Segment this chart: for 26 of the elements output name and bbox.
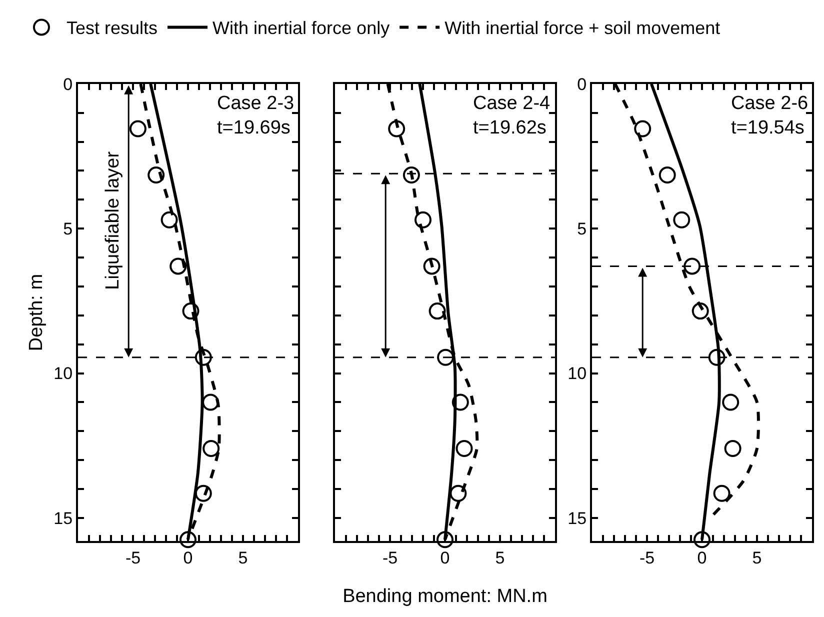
legend-label: With inertial force only: [212, 18, 390, 38]
y-tick-label: 5: [577, 220, 587, 239]
annotation: Case 2-6 t=19.54s: [731, 93, 808, 139]
y-tick-label: 15: [54, 508, 73, 528]
annotation: Liquefiable layer: [102, 150, 124, 290]
y-tick-label: 0: [63, 74, 73, 94]
annotation: Case 2-4 t=19.62s: [473, 93, 551, 139]
annotation: Case 2-3 t=19.69s: [217, 93, 294, 139]
y-axis-title: Depth: m: [26, 274, 48, 352]
x-axis-title: Bending moment: MN.m: [342, 586, 548, 607]
y-tick-label: 10: [568, 364, 587, 384]
x-tick-label: 0: [183, 548, 193, 568]
x-tick-label: 0: [440, 548, 450, 568]
legend-label: Test results: [66, 18, 158, 38]
x-tick-label: 5: [495, 548, 505, 568]
x-tick-label: -5: [125, 548, 141, 568]
y-tick-label: 0: [577, 74, 587, 94]
x-tick-label: -5: [382, 548, 398, 568]
x-tick-label: -5: [639, 548, 655, 568]
x-tick-label: 5: [238, 548, 248, 568]
legend-label: With inertial force + soil movement: [444, 18, 720, 38]
x-tick-label: 5: [752, 548, 762, 568]
y-tick-label: 10: [54, 364, 73, 384]
y-tick-label: 5: [63, 220, 73, 239]
x-tick-label: 0: [697, 548, 707, 568]
y-tick-label: 15: [568, 508, 587, 528]
